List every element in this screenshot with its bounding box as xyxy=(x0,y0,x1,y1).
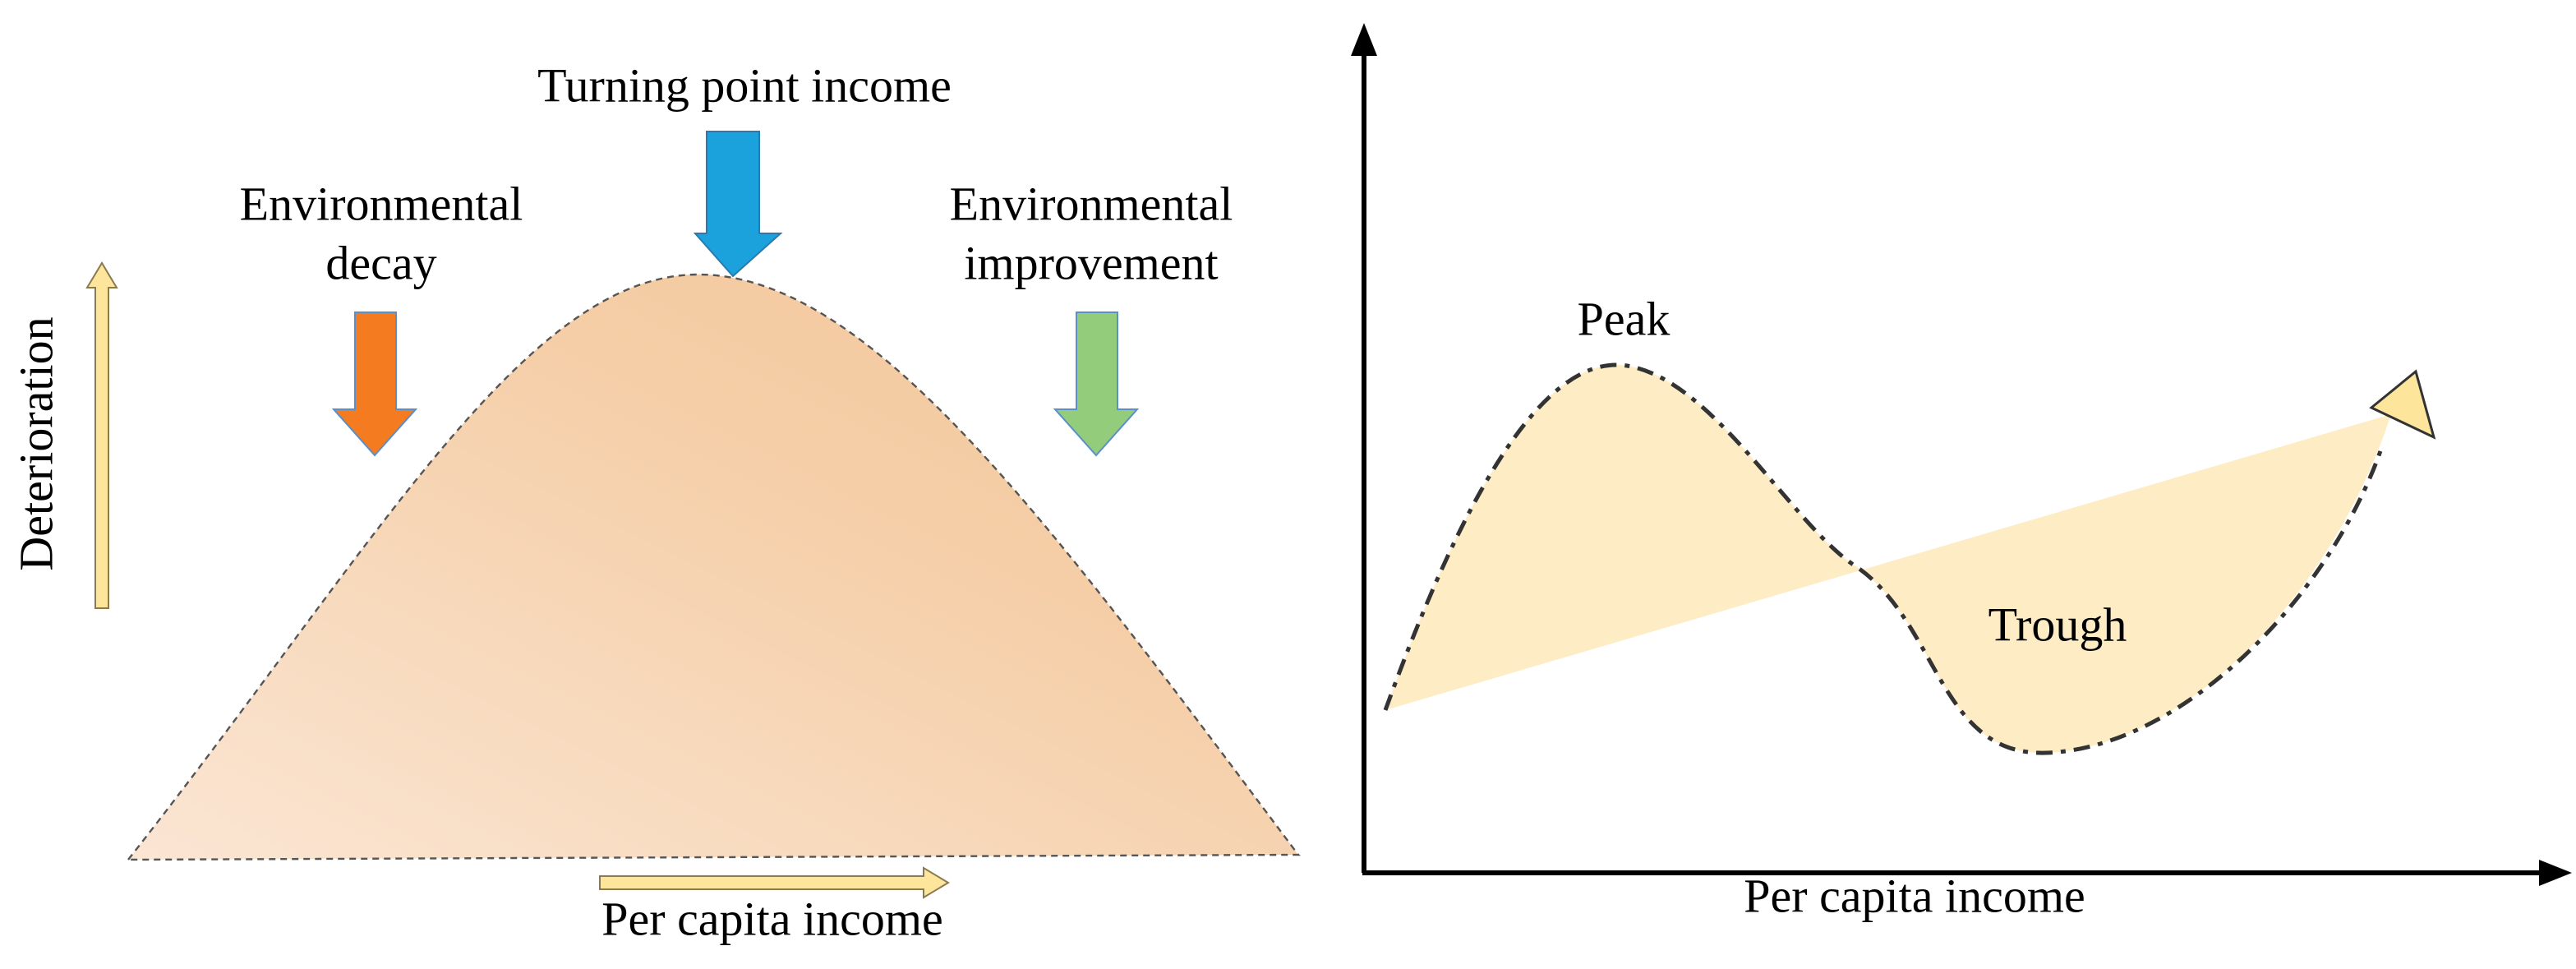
left-panel: Turning point income Environmental decay… xyxy=(9,58,1301,945)
x-axis-arrowhead xyxy=(2539,860,2572,886)
improvement-label: Environmental xyxy=(950,177,1233,230)
turning-point-label: Turning point income xyxy=(537,58,952,112)
peak-label: Peak xyxy=(1578,292,1670,345)
y-axis-arrowhead xyxy=(1351,23,1377,56)
y-axis-label: Deterioration xyxy=(9,316,62,570)
curve-arrowhead xyxy=(2369,369,2436,440)
decay-label: Environmental xyxy=(240,177,523,230)
income-arrow xyxy=(599,866,950,899)
deterioration-arrow xyxy=(85,261,118,609)
turning-point-arrow xyxy=(693,131,783,278)
x-axis-label: Per capita income xyxy=(1744,869,2085,922)
right-panel: Peak Trough Per capita income xyxy=(1351,23,2572,922)
improvement-arrow xyxy=(1053,311,1140,457)
improvement-label: improvement xyxy=(964,236,1218,289)
trough-label: Trough xyxy=(1988,598,2127,651)
bell-curve xyxy=(126,273,1301,861)
x-axis-label: Per capita income xyxy=(601,892,943,945)
decay-arrow xyxy=(331,311,418,457)
decay-label: decay xyxy=(325,236,436,289)
shaded-area xyxy=(1385,364,2391,754)
